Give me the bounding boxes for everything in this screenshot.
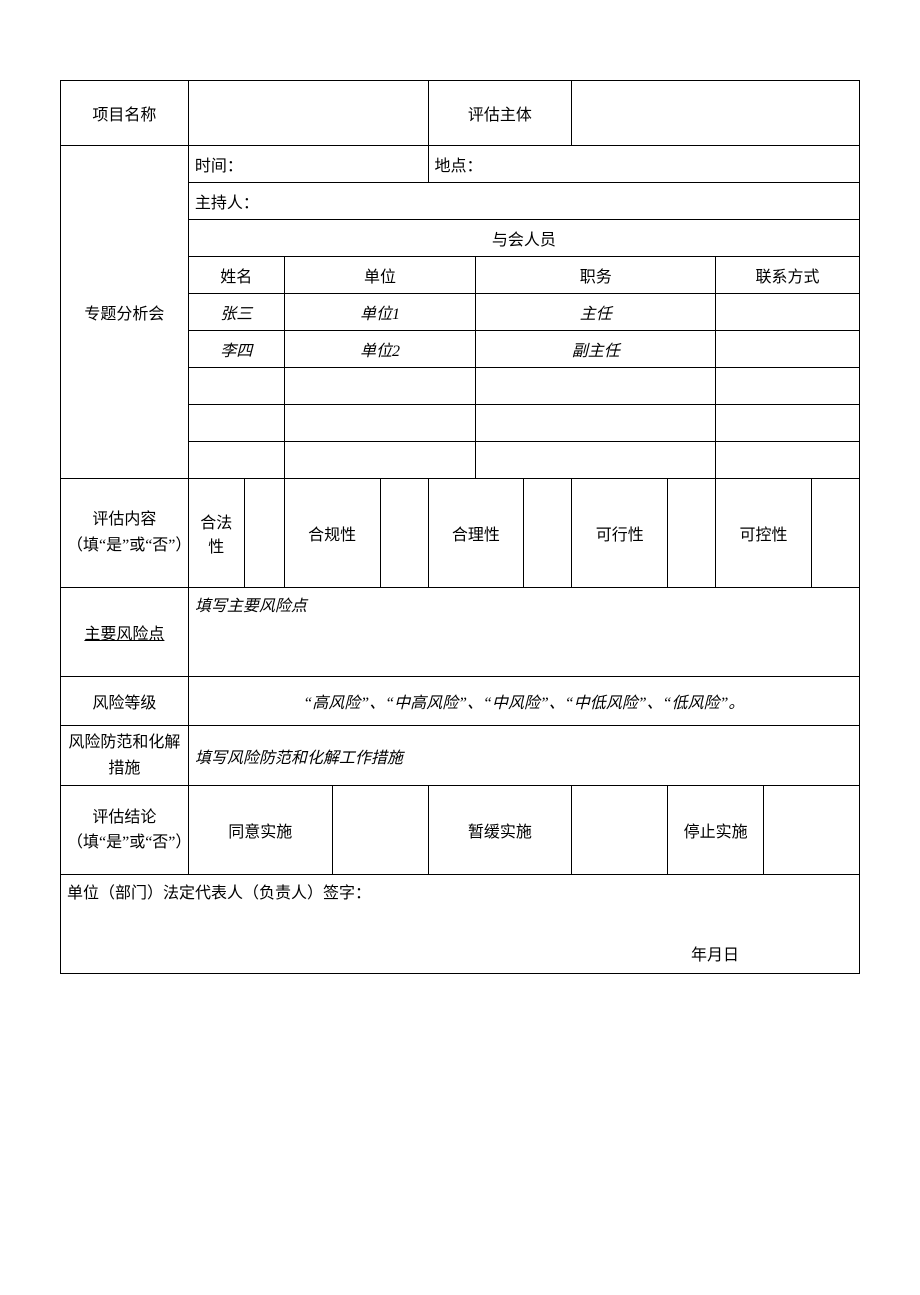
field-host[interactable]: 主持人： [188, 183, 859, 220]
field-project-name[interactable] [188, 81, 428, 146]
attendee-position[interactable]: 副主任 [476, 331, 716, 368]
field-compliance[interactable] [380, 479, 428, 588]
field-stop[interactable] [764, 786, 860, 875]
label-main-risk: 主要风险点 [61, 588, 189, 677]
field-main-risk[interactable]: 填写主要风险点 [188, 588, 859, 677]
signature-block[interactable]: 单位（部门）法定代表人（负责人）签字： 年月日 [61, 875, 860, 974]
label-conclusion: 评估结论 （填“是”或“否”） [61, 786, 189, 875]
field-defer[interactable] [572, 786, 668, 875]
attendee-position[interactable] [476, 442, 716, 479]
label-signature: 单位（部门）法定代表人（负责人）签字： [67, 879, 853, 903]
label-attendees: 与会人员 [188, 220, 859, 257]
label-agree: 同意实施 [188, 786, 332, 875]
col-name: 姓名 [188, 257, 284, 294]
label-risk-level: 风险等级 [61, 677, 189, 726]
label-compliance: 合规性 [284, 479, 380, 588]
attendee-unit[interactable] [284, 405, 476, 442]
field-agree[interactable] [332, 786, 428, 875]
field-feasibility[interactable] [668, 479, 716, 588]
attendee-unit[interactable]: 单位2 [284, 331, 476, 368]
label-rationality: 合理性 [428, 479, 524, 588]
label-prevention: 风险防范和化解措施 [61, 726, 189, 786]
attendee-position[interactable] [476, 405, 716, 442]
attendee-contact[interactable] [716, 368, 860, 405]
field-rationality[interactable] [524, 479, 572, 588]
label-controllability: 可控性 [716, 479, 812, 588]
attendee-name[interactable]: 李四 [188, 331, 284, 368]
assessment-form-table: 项目名称 评估主体 专题分析会 时间： 地点： 主持人： 与会人员 姓名 单位 … [60, 80, 860, 974]
attendee-contact[interactable] [716, 331, 860, 368]
label-project-name: 项目名称 [61, 81, 189, 146]
field-legality[interactable] [244, 479, 284, 588]
field-controllability[interactable] [812, 479, 860, 588]
label-analysis-meeting: 专题分析会 [61, 146, 189, 479]
label-defer: 暂缓实施 [428, 786, 572, 875]
attendee-position[interactable]: 主任 [476, 294, 716, 331]
attendee-name[interactable] [188, 368, 284, 405]
label-legality: 合法性 [188, 479, 244, 588]
attendee-position[interactable] [476, 368, 716, 405]
label-stop: 停止实施 [668, 786, 764, 875]
field-risk-level[interactable]: “高风险”、“中高风险”、“中风险”、“中低风险”、“低风险”。 [188, 677, 859, 726]
label-eval-subject: 评估主体 [428, 81, 572, 146]
attendee-contact[interactable] [716, 442, 860, 479]
label-date: 年月日 [691, 941, 739, 965]
attendee-unit[interactable] [284, 368, 476, 405]
attendee-unit[interactable]: 单位1 [284, 294, 476, 331]
attendee-contact[interactable] [716, 294, 860, 331]
field-prevention[interactable]: 填写风险防范和化解工作措施 [188, 726, 859, 786]
attendee-contact[interactable] [716, 405, 860, 442]
attendee-name[interactable] [188, 442, 284, 479]
field-time[interactable]: 时间： [188, 146, 428, 183]
col-position: 职务 [476, 257, 716, 294]
col-contact: 联系方式 [716, 257, 860, 294]
attendee-name[interactable]: 张三 [188, 294, 284, 331]
col-unit: 单位 [284, 257, 476, 294]
field-eval-subject[interactable] [572, 81, 860, 146]
field-place[interactable]: 地点： [428, 146, 860, 183]
label-eval-content: 评估内容 （填“是”或“否”） [61, 479, 189, 588]
label-feasibility: 可行性 [572, 479, 668, 588]
attendee-unit[interactable] [284, 442, 476, 479]
attendee-name[interactable] [188, 405, 284, 442]
